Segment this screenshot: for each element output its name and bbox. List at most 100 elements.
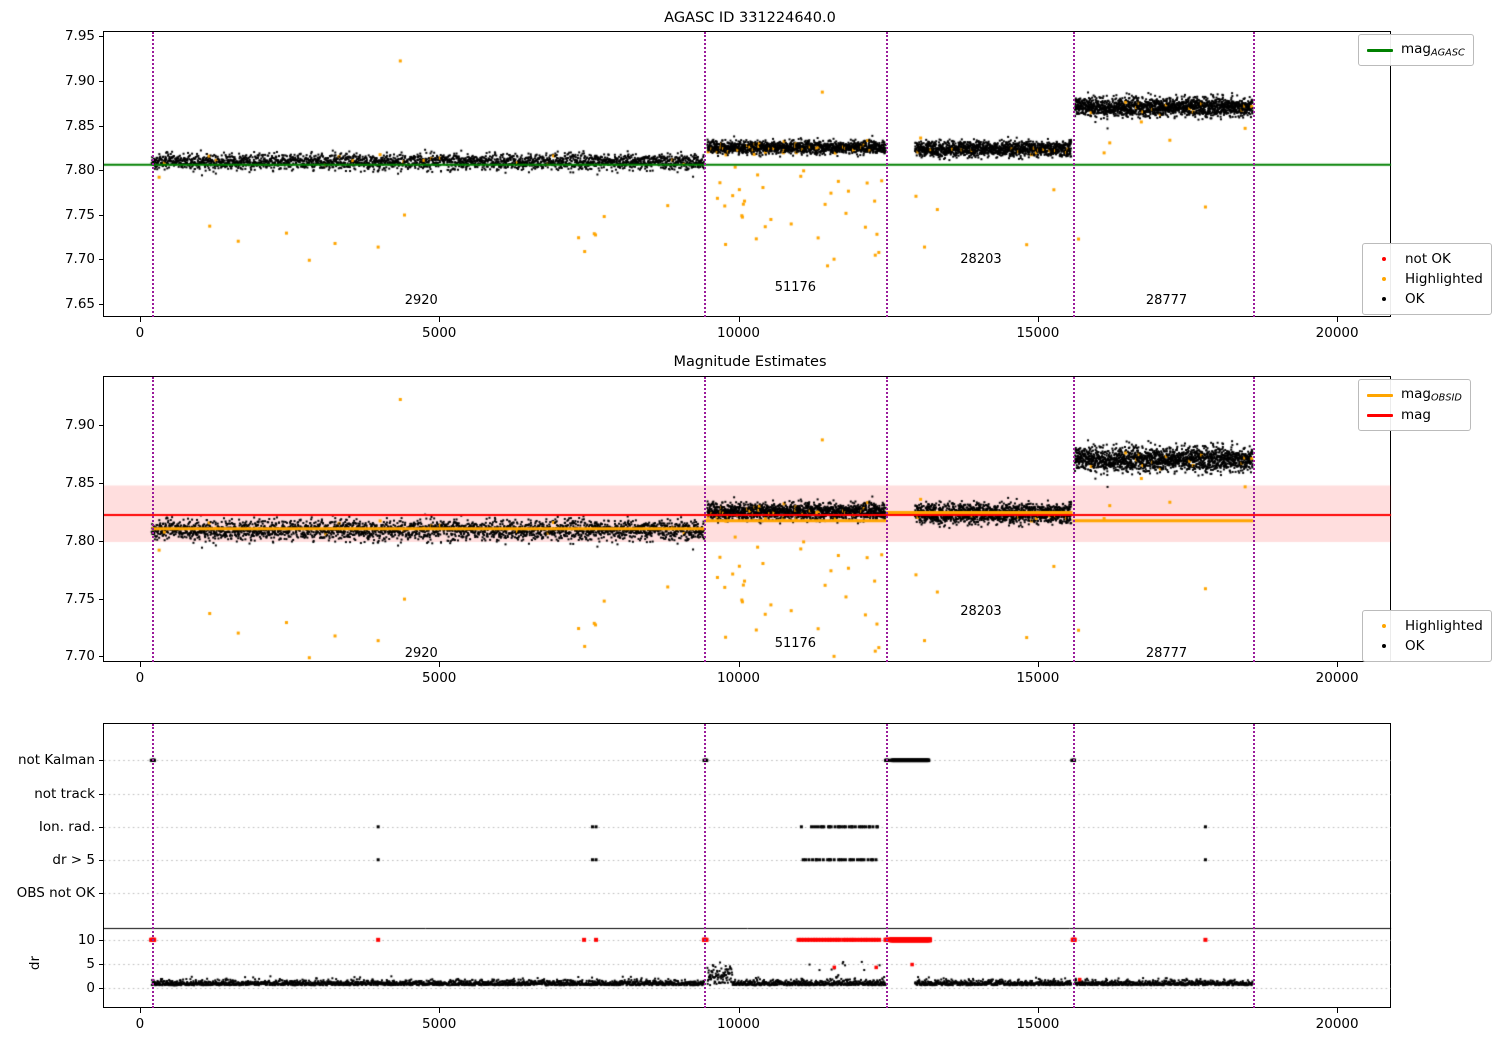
x-tick-label: 10000 [717, 325, 760, 341]
x-tick-label: 5000 [422, 1016, 457, 1032]
y-tick-label: 7.75 [64, 590, 95, 607]
x-tick-mark [1337, 317, 1339, 322]
obsid-label: 28777 [1145, 292, 1188, 308]
obsid-label: 51176 [774, 280, 817, 296]
x-tick-label: 15000 [1016, 325, 1060, 341]
x-tick-label: 0 [135, 670, 145, 686]
obsid-label: 28203 [960, 251, 1002, 267]
segment-divider [1253, 377, 1256, 662]
legend-item-highlighted-2: Highlighted [1371, 616, 1483, 636]
legend-dot-highlighted [1371, 277, 1397, 281]
segment-divider [886, 32, 889, 317]
y-tick-mark [99, 760, 104, 762]
legend-dot-ok [1371, 297, 1397, 301]
y-tick-mark [99, 793, 104, 795]
dr-tick-label: 5 [86, 955, 95, 972]
y-tick-label: 7.95 [64, 28, 95, 45]
obsid-label: 28203 [960, 603, 1002, 619]
segment-divider [886, 377, 889, 662]
x-tick-mark [1337, 662, 1339, 667]
obsid-label: 2920 [404, 292, 438, 308]
panel-flags-and-dr: not Kalman not track Ion. rad. dr > 5 OBS no… [0, 696, 1500, 1050]
legend-dot-ok-2 [1371, 644, 1397, 648]
panel2-legend-points[interactable]: Highlighted OK [1362, 610, 1492, 662]
x-tick-mark [139, 317, 141, 322]
legend-item-mag-agasc: magAGASC [1367, 40, 1465, 60]
segment-divider [704, 377, 707, 662]
legend-dot-highlighted-2 [1371, 624, 1397, 628]
legend-label-ok-2: OK [1405, 638, 1425, 654]
x-tick-mark [1037, 1008, 1039, 1013]
legend-line-mag-agasc [1367, 48, 1393, 52]
panel3-plot-area [104, 724, 1392, 1009]
panel1-legend-mag-agasc[interactable]: magAGASC [1358, 34, 1474, 66]
x-tick-label: 20000 [1315, 325, 1359, 341]
legend-label-mag-agasc: magAGASC [1401, 41, 1465, 59]
panel2-plot-area [104, 377, 1392, 663]
y-tick-mark [99, 80, 104, 82]
x-tick-label: 20000 [1315, 1016, 1359, 1032]
flag-row-label: not Kalman [17, 752, 95, 769]
legend-line-mag-obsid [1367, 393, 1393, 397]
x-tick-label: 5000 [422, 325, 457, 341]
y-tick-mark [99, 170, 104, 172]
y-tick-mark [99, 214, 104, 216]
x-tick-label: 20000 [1315, 670, 1359, 686]
panel2-legend-lines[interactable]: magOBSID mag [1358, 379, 1471, 431]
x-tick-mark [139, 1008, 141, 1013]
x-tick-mark [1337, 1008, 1339, 1013]
x-tick-label: 5000 [422, 670, 457, 686]
x-tick-label: 15000 [1016, 1016, 1060, 1032]
obsid-label: 51176 [774, 636, 817, 652]
legend-label-not-ok: not OK [1405, 251, 1451, 267]
panel1-title: AGASC ID 331224640.0 [664, 10, 836, 26]
panel1-legend-points[interactable]: not OK Highlighted OK [1362, 243, 1492, 315]
x-tick-mark [738, 662, 740, 667]
y-tick-label: 7.85 [64, 117, 95, 134]
y-tick-mark [99, 425, 104, 427]
obsid-label: 2920 [404, 646, 438, 662]
y-tick-mark [99, 826, 104, 828]
segment-divider [151, 724, 154, 1008]
x-tick-label: 0 [135, 325, 145, 341]
legend-sublabel-obsid: OBSID [1431, 392, 1462, 404]
legend-label-highlighted: Highlighted [1405, 271, 1483, 287]
legend-sublabel-agasc: AGASC [1431, 47, 1465, 59]
x-tick-label: 0 [135, 1016, 145, 1032]
segment-divider [886, 724, 889, 1008]
legend-label-ok: OK [1405, 291, 1425, 307]
x-tick-mark [439, 317, 441, 322]
y-tick-label: 7.65 [64, 295, 95, 312]
segment-divider [704, 32, 707, 317]
segment-divider [151, 377, 154, 662]
y-tick-mark [99, 259, 104, 261]
x-tick-mark [139, 662, 141, 667]
y-tick-label: 7.70 [64, 251, 95, 268]
panel1-plot-area [104, 32, 1392, 318]
segment-divider [1072, 377, 1075, 662]
x-tick-label: 10000 [717, 670, 760, 686]
legend-item-highlighted: Highlighted [1371, 269, 1483, 289]
legend-item-not-ok: not OK [1371, 249, 1483, 269]
legend-item-mag: mag [1367, 405, 1462, 425]
x-tick-mark [738, 317, 740, 322]
segment-divider [1072, 724, 1075, 1008]
x-tick-mark [439, 1008, 441, 1013]
legend-label-highlighted-2: Highlighted [1405, 618, 1483, 634]
y-tick-label: 7.85 [64, 475, 95, 492]
y-tick-mark [99, 988, 104, 990]
y-tick-mark [99, 303, 104, 305]
y-tick-mark [99, 36, 104, 38]
legend-item-ok-2: OK [1371, 636, 1483, 656]
x-tick-label: 10000 [717, 1016, 760, 1032]
x-tick-mark [738, 1008, 740, 1013]
panel-magnitude-estimates: Magnitude Estimates 0 5000 10000 15000 20000… [0, 348, 1500, 696]
dr-axis-label: dr [27, 955, 44, 971]
y-tick-mark [99, 656, 104, 658]
y-tick-mark [99, 540, 104, 542]
y-tick-mark [99, 483, 104, 485]
segment-divider [704, 724, 707, 1008]
y-tick-mark [99, 892, 104, 894]
legend-line-mag [1367, 413, 1393, 417]
